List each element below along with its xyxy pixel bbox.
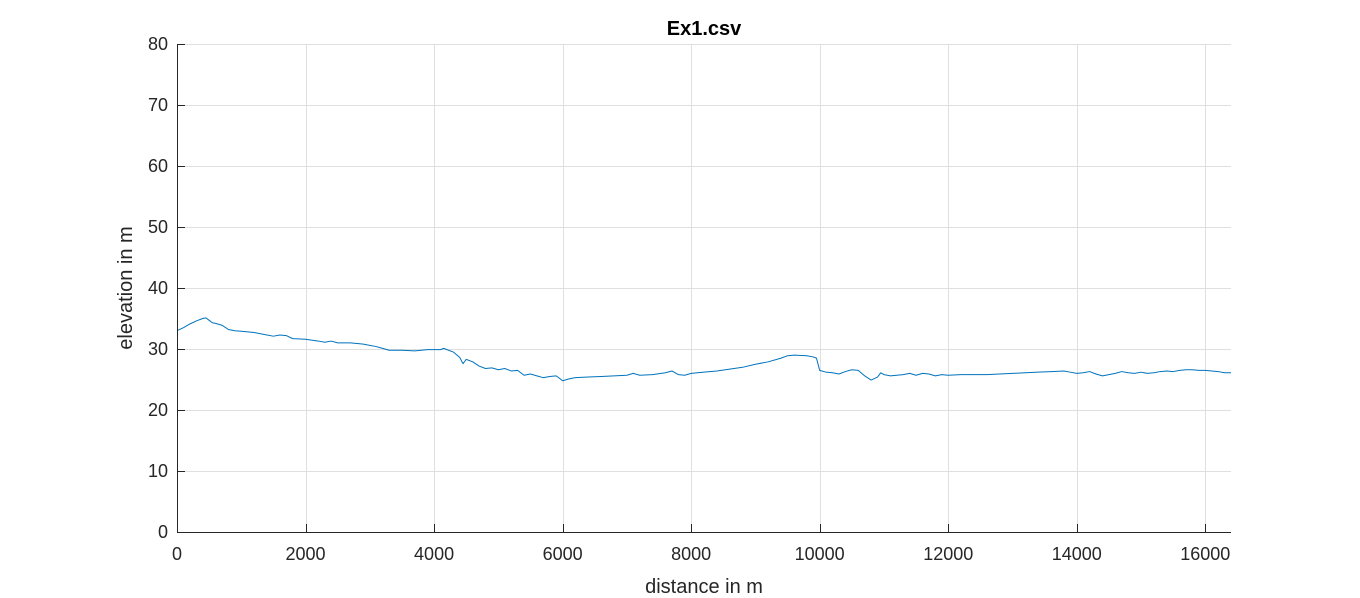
y-tick-label-1: 10 [148, 461, 168, 481]
axes [177, 44, 1231, 533]
series-line-0 [176, 317, 1231, 382]
x-tick-label-2: 4000 [414, 544, 454, 564]
x-tick-label-5: 10000 [795, 544, 845, 564]
series-layer [176, 317, 1231, 382]
x-tick-label-7: 14000 [1052, 544, 1102, 564]
x-tick-label-0: 0 [172, 544, 182, 564]
y-tick-label-0: 0 [158, 522, 168, 542]
x-tick-label-8: 16000 [1180, 544, 1230, 564]
x-tick-labels: 0 2000 4000 6000 8000 10000 12000 14000 16000 [172, 544, 1230, 564]
y-tick-label-5: 50 [148, 217, 168, 237]
y-tick-label-3: 30 [148, 339, 168, 359]
y-tick-label-4: 40 [148, 278, 168, 298]
x-tick-label-6: 12000 [923, 544, 973, 564]
y-tick-label-2: 20 [148, 400, 168, 420]
x-tick-label-1: 2000 [286, 544, 326, 564]
x-tick-label-4: 8000 [671, 544, 711, 564]
x-axis-label: distance in m [645, 576, 763, 598]
grid-lines [177, 44, 1231, 533]
y-axis-label: elevation in m [115, 226, 137, 349]
y-tick-labels: 0 10 20 30 40 50 60 70 80 [148, 34, 168, 542]
y-tick-label-7: 70 [148, 95, 168, 115]
y-tick-label-6: 60 [148, 156, 168, 176]
x-tick-label-3: 6000 [543, 544, 583, 564]
y-tick-label-8: 80 [148, 34, 168, 54]
chart-title: Ex1.csv [667, 18, 742, 40]
